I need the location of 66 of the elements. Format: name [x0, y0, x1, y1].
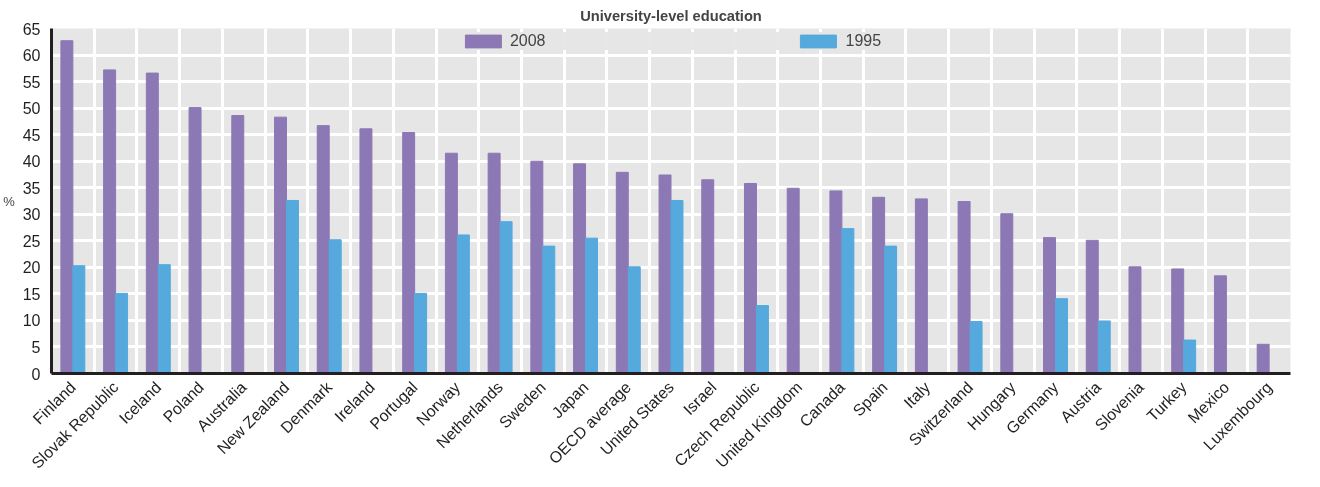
bar	[872, 196, 886, 374]
bar	[145, 72, 159, 374]
bar	[487, 152, 501, 374]
y-tick-label: 50	[22, 100, 41, 118]
bar	[701, 179, 715, 374]
bar	[743, 182, 757, 374]
bar	[444, 152, 458, 374]
bar	[1213, 275, 1227, 374]
bar	[786, 187, 800, 374]
bar	[274, 116, 287, 374]
bar	[1043, 237, 1057, 374]
y-tick-label: 60	[22, 47, 41, 65]
bar	[1128, 266, 1142, 374]
chart-title: University-level education	[580, 7, 762, 24]
bar	[157, 264, 171, 374]
y-tick-label: 35	[22, 179, 41, 197]
bar	[402, 132, 416, 374]
bar	[658, 174, 672, 374]
y-tick-label: 30	[22, 206, 41, 224]
y-tick-label: 65	[22, 20, 41, 38]
bar	[530, 160, 544, 374]
bar	[755, 305, 769, 374]
bar	[670, 199, 684, 374]
bar	[1183, 339, 1197, 374]
bar	[1085, 239, 1099, 374]
bar	[414, 292, 428, 374]
bar	[957, 201, 971, 374]
bar	[542, 245, 556, 374]
bar	[627, 266, 641, 374]
bar	[231, 115, 245, 374]
y-tick-label: 45	[22, 126, 41, 144]
bar	[615, 171, 629, 374]
bar	[103, 69, 117, 374]
bar	[841, 228, 855, 374]
bar	[585, 237, 599, 374]
bar	[60, 40, 74, 374]
y-tick-label: 5	[31, 338, 41, 356]
y-tick-label: 0	[31, 365, 41, 383]
legend-label: 1995	[845, 32, 882, 50]
bar	[914, 198, 928, 374]
bar	[499, 221, 513, 374]
y-tick-label: 55	[22, 73, 41, 91]
bar	[1256, 343, 1270, 374]
bar	[884, 245, 898, 374]
y-tick-label: 10	[22, 312, 41, 330]
bar	[1097, 320, 1111, 374]
bar	[1055, 298, 1068, 374]
bar	[188, 107, 202, 374]
bar	[115, 292, 129, 374]
bar	[456, 234, 470, 374]
bar	[573, 163, 587, 374]
bar	[285, 199, 299, 374]
bar	[72, 265, 86, 374]
bar	[969, 320, 983, 374]
bar	[829, 190, 843, 374]
y-axis-title: %	[3, 193, 16, 209]
y-tick-label: 20	[22, 259, 41, 277]
bar	[1171, 268, 1185, 374]
y-tick-label: 25	[22, 232, 41, 250]
bar	[1000, 213, 1014, 374]
bar	[359, 128, 373, 374]
bar	[316, 125, 330, 374]
y-tick-label: 15	[22, 285, 41, 303]
legend-label: 2008	[509, 32, 546, 50]
bar	[328, 239, 342, 374]
y-tick-label: 40	[22, 153, 41, 171]
